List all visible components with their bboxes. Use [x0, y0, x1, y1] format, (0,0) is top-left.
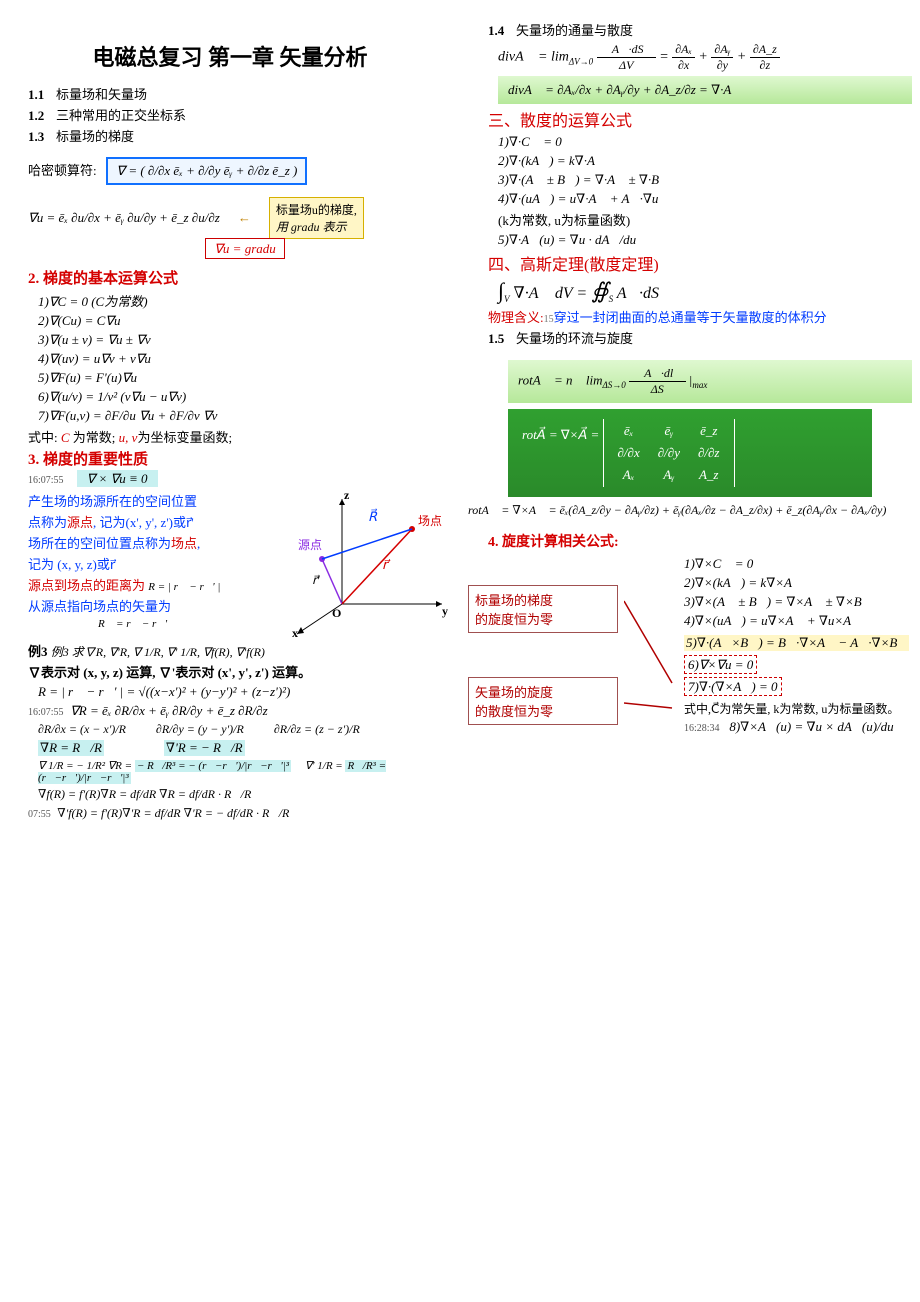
- src-l6: R⃗ = r⃗ − r⃗': [98, 618, 282, 630]
- dr1: 1)∇·C⃗ = 0: [498, 134, 912, 150]
- box-grad-curl: 标量场的梯度的旋度恒为零: [468, 585, 618, 633]
- dr-note: (k为常数, u为标量函数): [498, 210, 912, 229]
- dr2: 2)∇·(kA⃗) = k∇·A⃗: [498, 153, 912, 169]
- nabla-xyz: ∇表示对 (x, y, z) 运算, ∇'表示对 (x', y', z') 运算…: [28, 662, 452, 681]
- svg-text:r⃗: r⃗: [382, 557, 391, 572]
- arrow-lines: [624, 553, 674, 773]
- svg-text:r⃗': r⃗': [312, 573, 320, 587]
- cr8: 8)∇×A⃗(u) = ∇u × dA⃗(u)/du: [729, 719, 893, 734]
- grad-note: 式中: C 为常数; u, v为坐标变量函数;: [28, 427, 452, 446]
- cr6: 6)∇×∇u = 0: [684, 655, 757, 674]
- ts1: 16:07:55: [28, 475, 64, 486]
- gr5: 5)∇F(u) = F'(u)∇u: [38, 370, 452, 386]
- curl-grad-zero: ∇ × ∇u ≡ 0: [77, 470, 158, 487]
- ts3: 07:55: [28, 809, 51, 820]
- svg-text:y: y: [442, 604, 448, 618]
- nablaRp-res: ∇'R = − R⃗/R: [164, 740, 245, 756]
- rotA-matrix: rotA⃗ = ∇×A⃗ = ēₓēᵧē_z ∂/∂x∂/∂y∂/∂z AₓAᵧ…: [508, 409, 872, 497]
- ts2: 16:07:55: [28, 707, 64, 718]
- gauss-eq: ∫V ∇·A⃗ dV = ∯S A⃗·dS⃗: [498, 278, 912, 304]
- h-curl: 4. 旋度计算相关公式:: [488, 531, 912, 551]
- gr2: 2)∇(Cu) = C∇u: [38, 313, 452, 329]
- gr3: 3)∇(u ± v) = ∇u ± ∇v: [38, 332, 452, 348]
- cr2: 2)∇×(kA⃗) = k∇×A⃗: [684, 575, 912, 591]
- svg-text:R⃗: R⃗: [368, 509, 378, 524]
- nablap-fR: ∇'f(R) = f'(R)∇'R = df/dR ∇'R = − df/dR …: [57, 806, 289, 820]
- sec-1-3: 1.3标量场的梯度: [28, 126, 452, 145]
- sec-1-2: 1.2三种常用的正交坐标系: [28, 105, 452, 124]
- h-gauss: 四、高斯定理(散度定理): [488, 251, 912, 275]
- page-title: 电磁总复习 第一章 矢量分析: [8, 40, 452, 72]
- svg-text:O: O: [332, 606, 341, 620]
- nablaR: ∇R = ēₓ ∂R/∂x + ēᵧ ∂R/∂y + ē_z ∂R/∂z: [70, 703, 268, 718]
- sec-1-5: 1.5矢量场的环流与旋度: [488, 328, 912, 347]
- svg-text:源点: 源点: [298, 538, 322, 552]
- dr5: 5)∇·A⃗(u) = ∇u · dA⃗/du: [498, 232, 912, 248]
- box-curl-div: 矢量场的旋度的散度恒为零: [468, 677, 618, 725]
- cr3: 3)∇×(A⃗ ± B⃗) = ∇×A⃗ ± ∇×B⃗: [684, 594, 912, 610]
- cr4: 4)∇×(uA⃗) = u∇×A⃗ + ∇u×A⃗: [684, 613, 912, 629]
- h3-grad: 3. 梯度的重要性质: [28, 448, 452, 469]
- rotA-def: rotA⃗ = n⃗ limΔS→0 ∮ A⃗·dl⃗ΔS |max: [508, 360, 912, 403]
- partials: ∂R/∂x = (x − x')/R ∂R/∂y = (y − y')/R ∂R…: [38, 722, 452, 737]
- divA-nabla: divA⃗ = ∂Aₓ/∂x + ∂Aᵧ/∂y + ∂A_z/∂z = ∇·A⃗: [498, 76, 912, 104]
- sec-1-4: 1.4矢量场的通量与散度: [488, 20, 912, 39]
- gauss-phys: 物理含义:15穿过一封闭曲面的总通量等于矢量散度的体积分: [488, 307, 912, 326]
- grad-u-row: ∇u = ēₓ ∂u/∂x + ēᵧ ∂u/∂y + ē_z ∂u/∂z ← 标…: [28, 197, 452, 239]
- gr7: 7)∇F(u,v) = ∂F/∂u ∇u + ∂F/∂v ∇v: [38, 408, 452, 424]
- sec-1-1: 1.1标量场和矢量场: [28, 84, 452, 103]
- src-l3: 记为 (x, y, z)或r⃗: [28, 554, 282, 573]
- nablaR-res: ∇R = R⃗/R: [38, 740, 104, 756]
- example3: 例3 例3 求∇R, ∇'R, ∇ 1/R, ∇' 1/R, ∇f(R), ∇'…: [28, 641, 452, 660]
- src-l5: 从源点指向场点的矢量为: [28, 596, 282, 615]
- cr1: 1)∇×C⃗ = 0: [684, 556, 912, 572]
- R-def: R = | r⃗ − r⃗' | = √((x−x')² + (y−y')² +…: [38, 684, 452, 700]
- dr3: 3)∇·(A⃗ ± B⃗) = ∇·A⃗ ± ∇·B⃗: [498, 172, 912, 188]
- src-l1: 产生场的场源所在的空间位置: [28, 491, 282, 510]
- svg-text:场点: 场点: [418, 514, 442, 528]
- src-l2: 场所在的空间位置点称为场点,: [28, 533, 282, 552]
- src-l4: 源点到场点的距离为 R = | r⃗ − r⃗' |: [28, 575, 282, 594]
- divA-def: divA⃗ = limΔV→0 ∯ A⃗·dS⃗ΔV = ∂Aₓ∂x + ∂Aᵧ…: [498, 42, 912, 73]
- curl-note: 式中,C⃗为常矢量, k为常数, u为标量函数。: [684, 700, 912, 717]
- coord-diagram: z y x O r⃗' r⃗ R⃗ 源点 场点: [282, 489, 452, 639]
- gr4: 4)∇(uv) = u∇v + v∇u: [38, 351, 452, 367]
- rotA-expand: rotA⃗ = ∇×A⃗ = ēₓ(∂A_z/∂y − ∂Aᵧ/∂z) + ēᵧ…: [468, 503, 912, 518]
- grad-box: 标量场u的梯度, 用 gradu 表示: [269, 197, 364, 239]
- src-l1b: 点称为源点, 记为(x', y', z')或r⃗': [28, 512, 282, 531]
- hamilton-row: 哈密顿算符: ∇ = ( ∂/∂x ēₓ + ∂/∂y ēᵧ + ∂/∂z ē_…: [28, 157, 452, 185]
- gr1: 1)∇C = 0 (C为常数): [38, 291, 452, 310]
- ts4: 16:28:34: [684, 723, 720, 734]
- svg-text:z: z: [344, 489, 350, 502]
- cr5: 5)∇·(A⃗×B⃗) = B⃗·∇×A⃗ − A⃗·∇×B⃗: [684, 635, 909, 651]
- nabla-fR: ∇f(R) = f'(R)∇R = df/dR ∇R = df/dR · R⃗/…: [38, 787, 452, 802]
- h2-grad: 2. 梯度的基本运算公式: [28, 267, 452, 288]
- cr7: 7)∇·(∇×A⃗) = 0: [684, 677, 782, 696]
- svg-text:x: x: [292, 626, 298, 639]
- h-div: 三、散度的运算公式: [488, 107, 912, 131]
- gr6: 6)∇(u/v) = 1/v² (v∇u − u∇v): [38, 389, 452, 405]
- nabla-def-box: ∇ = ( ∂/∂x ēₓ + ∂/∂y ēᵧ + ∂/∂z ē_z ): [106, 157, 307, 185]
- nabla1R: ∇ 1/R = − 1/R² ∇R = − R⃗/R³ = − (r⃗−r⃗')…: [38, 760, 291, 772]
- grad-eq: ∇u = gradu: [8, 241, 452, 257]
- dr4: 4)∇·(uA⃗) = u∇·A⃗ + A⃗·∇u: [498, 191, 912, 207]
